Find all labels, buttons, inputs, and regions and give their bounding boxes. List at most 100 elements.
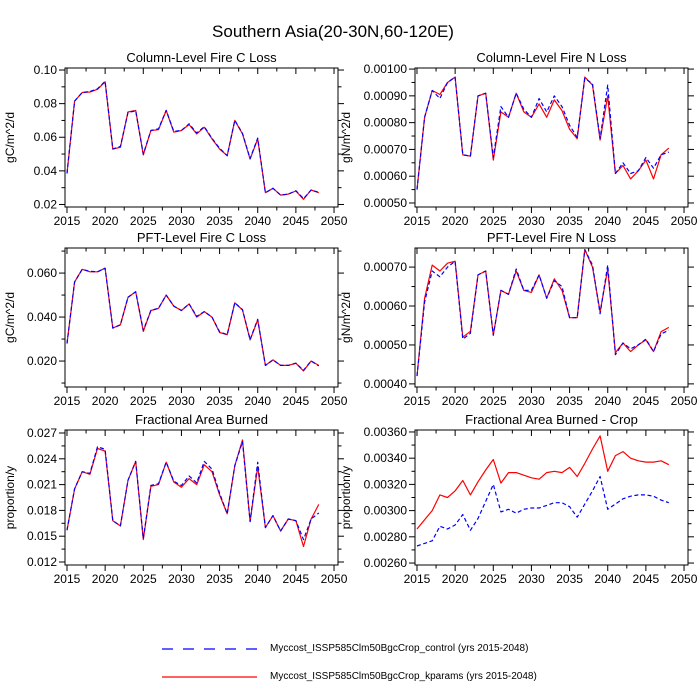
x-tick-label: 2015 — [54, 214, 81, 228]
y-tick-label: 0.00050 — [364, 196, 408, 210]
y-axis-label: proportion/y — [3, 466, 17, 529]
y-axis-label: gC/m^2/d — [3, 112, 17, 163]
subplot-column-fire-c-loss: 2015 2020 2025 2030 2035 2040 2045 2050 0.02 0.04… — [3, 50, 348, 228]
x-tick-label: 2020 — [92, 572, 119, 586]
x-tick-label: 2015 — [54, 394, 81, 408]
y-tick-label: 0.00260 — [364, 556, 408, 570]
y-tick-label: 0.02 — [34, 197, 58, 211]
y-tick-label: 0.040 — [27, 310, 57, 324]
series-line-control — [416, 249, 670, 377]
y-tick-label: 0.00340 — [364, 451, 408, 465]
x-tick-label: 2035 — [206, 394, 233, 408]
y-tick-label: 0.00070 — [364, 260, 408, 274]
plot-frame — [414, 247, 689, 388]
x-tick-label: 2035 — [556, 214, 583, 228]
plot-frame — [64, 429, 339, 566]
x-tick-label: 2050 — [671, 394, 698, 408]
axis-ticks — [59, 248, 344, 393]
x-tick-label: 2020 — [92, 214, 119, 228]
series-line-control — [66, 267, 320, 371]
x-tick-label: 2050 — [671, 214, 698, 228]
x-tick-label: 2040 — [594, 572, 621, 586]
x-tick-label: 2050 — [321, 214, 348, 228]
series-line-kparams — [66, 81, 319, 200]
axis-ticks — [59, 430, 344, 571]
y-tick-label: 0.027 — [27, 426, 57, 440]
y-tick-label: 0.00050 — [364, 338, 408, 352]
y-tick-label: 0.018 — [27, 503, 57, 517]
plot-frame — [414, 67, 689, 208]
x-tick-label: 2020 — [442, 394, 469, 408]
y-tick-label: 0.020 — [27, 354, 57, 368]
y-tick-label: 0.00080 — [364, 116, 408, 130]
subplot-pft-fire-n-loss: 2015 2020 2025 2030 2035 2040 2045 2050 0.00040 0… — [339, 230, 698, 408]
y-tick-label: 0.024 — [27, 452, 57, 466]
x-tick-label: 2030 — [168, 572, 195, 586]
y-axis-label: proportion/y — [339, 466, 353, 529]
y-tick-label: 0.10 — [34, 63, 58, 77]
x-tick-label: 2040 — [594, 214, 621, 228]
y-tick-label: 0.00320 — [364, 477, 408, 491]
x-tick-label: 2050 — [321, 572, 348, 586]
y-tick-label: 0.012 — [27, 555, 57, 569]
x-tick-label: 2050 — [671, 572, 698, 586]
y-axis-label: gN/m^2/d — [339, 292, 353, 343]
y-tick-label: 0.00040 — [364, 377, 408, 391]
series-line-kparams — [416, 435, 670, 530]
x-tick-label: 2035 — [206, 572, 233, 586]
subplot-title: Fractional Area Burned — [135, 412, 268, 427]
subplot-title: PFT-Level Fire N Loss — [487, 230, 617, 245]
x-tick-label: 2015 — [404, 214, 431, 228]
series-line-kparams — [416, 76, 670, 190]
subplot-title: Fractional Area Burned - Crop — [465, 412, 638, 427]
x-tick-label: 2045 — [283, 394, 310, 408]
x-tick-label: 2045 — [283, 572, 310, 586]
series-line-control — [416, 475, 669, 547]
y-tick-label: 0.08 — [34, 97, 58, 111]
subplot-pft-fire-c-loss: 2015 2020 2025 2030 2035 2040 2045 2050 0.020 0.0… — [3, 230, 348, 408]
x-tick-label: 2030 — [518, 572, 545, 586]
series-line-control — [416, 76, 669, 190]
x-tick-label: 2030 — [168, 394, 195, 408]
x-tick-label: 2025 — [130, 214, 157, 228]
axis-ticks — [409, 248, 694, 393]
x-tick-label: 2025 — [130, 572, 157, 586]
x-tick-label: 2045 — [633, 572, 660, 586]
plot-frame — [64, 247, 339, 388]
series-line-kparams — [416, 249, 670, 377]
y-tick-label: 0.00090 — [364, 89, 408, 103]
x-tick-label: 2040 — [244, 572, 271, 586]
x-tick-label: 2030 — [168, 214, 195, 228]
subplot-title: Column-Level Fire C Loss — [126, 50, 277, 65]
x-tick-label: 2020 — [92, 394, 119, 408]
x-tick-label: 2035 — [556, 394, 583, 408]
y-tick-label: 0.00360 — [364, 425, 408, 439]
axis-ticks — [409, 430, 694, 571]
x-tick-label: 2030 — [518, 394, 545, 408]
y-tick-label: 0.060 — [27, 266, 57, 280]
subplot-fractional-area-burned-crop: 2015 2020 2025 2030 2035 2040 2045 2050 0.00260 0… — [339, 412, 698, 586]
x-tick-label: 2035 — [556, 572, 583, 586]
x-tick-label: 2015 — [54, 572, 81, 586]
y-tick-label: 0.06 — [34, 130, 58, 144]
x-tick-label: 2045 — [283, 214, 310, 228]
x-tick-label: 2025 — [130, 394, 157, 408]
x-tick-label: 2025 — [480, 214, 507, 228]
x-tick-label: 2020 — [442, 572, 469, 586]
x-tick-label: 2015 — [404, 572, 431, 586]
x-tick-label: 2045 — [633, 214, 660, 228]
axis-ticks — [59, 68, 344, 213]
axis-ticks — [409, 68, 694, 213]
subplot-title: Column-Level Fire N Loss — [476, 50, 627, 65]
plot-frame — [414, 429, 689, 566]
x-tick-label: 2040 — [244, 214, 271, 228]
series-line-control — [66, 441, 320, 541]
subplot-column-fire-n-loss: 2015 2020 2025 2030 2035 2040 2045 2050 0.00050 0… — [339, 50, 698, 228]
y-tick-label: 0.00060 — [364, 169, 408, 183]
x-tick-label: 2020 — [442, 214, 469, 228]
y-tick-label: 0.00300 — [364, 504, 408, 518]
y-tick-label: 0.04 — [34, 164, 58, 178]
x-tick-label: 2030 — [518, 214, 545, 228]
x-tick-label: 2040 — [244, 394, 271, 408]
